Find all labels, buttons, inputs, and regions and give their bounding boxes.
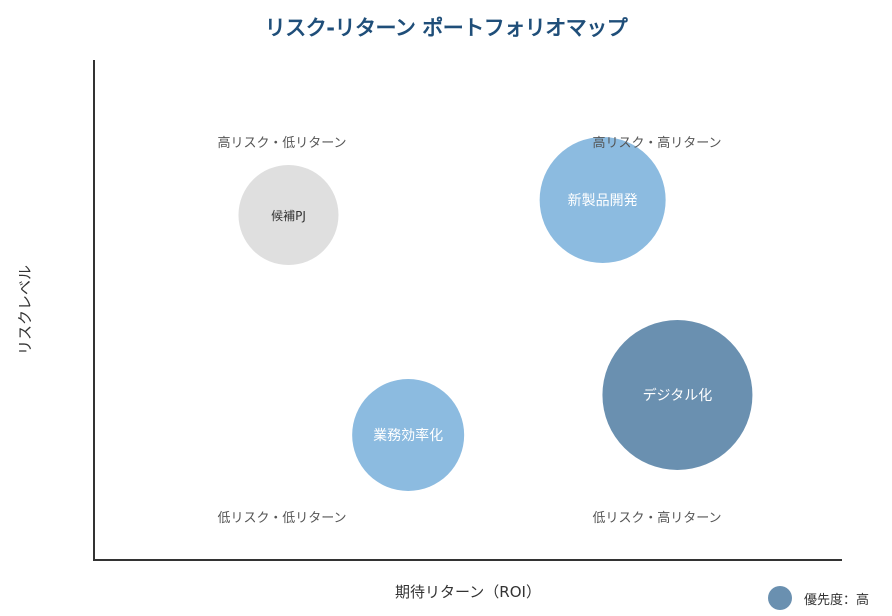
bubble-0: 候補PJ [238,165,339,265]
quadrant-label-top-right: 高リスク・高リターン [592,135,721,151]
bubble-3: 業務効率化 [352,379,465,491]
axes-layer [93,60,842,561]
bubble-label: 候補PJ [271,209,306,223]
bubble-label: 新製品開発 [568,193,638,209]
legend: 優先度：高 [768,586,869,610]
bubble-circle [238,165,339,265]
bubble-1: 新製品開発 [539,137,666,263]
legend-label: 優先度：高 [804,592,870,608]
quadrant-label-top-left: 高リスク・低リターン [217,135,346,151]
chart-title: リスク-リターン ポートフォリオマップ [264,16,628,40]
bubble-circle [539,137,666,263]
bubble-circle [602,320,753,470]
x-axis-label: 期待リターン（ROI） [395,583,541,601]
bubble-2: デジタル化 [602,320,753,470]
quadrant-label-bottom-right: 低リスク・高リターン [592,510,721,526]
bubble-circle [352,379,465,491]
legend-swatch [768,586,792,610]
bubble-label: デジタル化 [643,387,713,404]
quadrant-labels: 高リスク・低リターン 高リスク・高リターン 低リスク・低リターン 低リスク・高リ… [217,135,721,526]
y-axis-label: リスクレベル [16,265,34,355]
quadrant-label-bottom-left: 低リスク・低リターン [217,511,346,526]
bubble-label: 業務効率化 [373,427,443,444]
